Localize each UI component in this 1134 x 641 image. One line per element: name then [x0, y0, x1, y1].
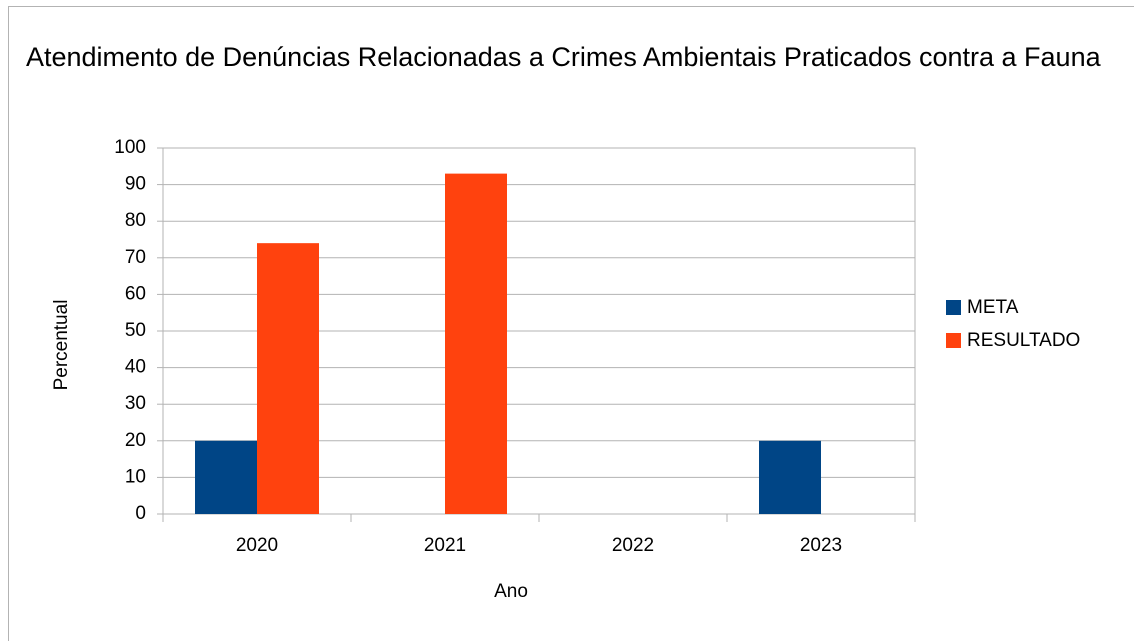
y-tick-label: 10	[125, 466, 146, 487]
legend-swatch	[946, 300, 961, 315]
y-tick-label: 20	[125, 430, 146, 451]
bar	[759, 440, 821, 514]
legend-label: RESULTADO	[967, 330, 1080, 351]
x-tick-label: 2021	[424, 535, 466, 556]
y-tick-label: 30	[125, 393, 146, 414]
y-axis-label: Percentual	[51, 300, 72, 391]
legend-label: META	[967, 297, 1019, 318]
chart-title: Atendimento de Denúncias Relacionadas a …	[26, 42, 1101, 72]
x-tick-label: 2022	[612, 535, 654, 556]
x-tick-label: 2020	[236, 535, 278, 556]
y-tick-label: 0	[135, 503, 146, 524]
bar	[195, 440, 257, 514]
y-tick-label: 70	[125, 247, 146, 268]
bar	[257, 243, 319, 514]
y-tick-label: 100	[114, 137, 146, 158]
bar	[445, 173, 507, 514]
frame	[8, 6, 1134, 641]
x-axis-label: Ano	[494, 581, 528, 602]
y-tick-label: 50	[125, 320, 146, 341]
y-tick-label: 60	[125, 283, 146, 304]
y-tick-label: 40	[125, 357, 146, 378]
y-tick-label: 90	[125, 174, 146, 195]
legend-swatch	[946, 333, 961, 348]
y-tick-label: 80	[125, 210, 146, 231]
x-tick-label: 2023	[800, 535, 842, 556]
